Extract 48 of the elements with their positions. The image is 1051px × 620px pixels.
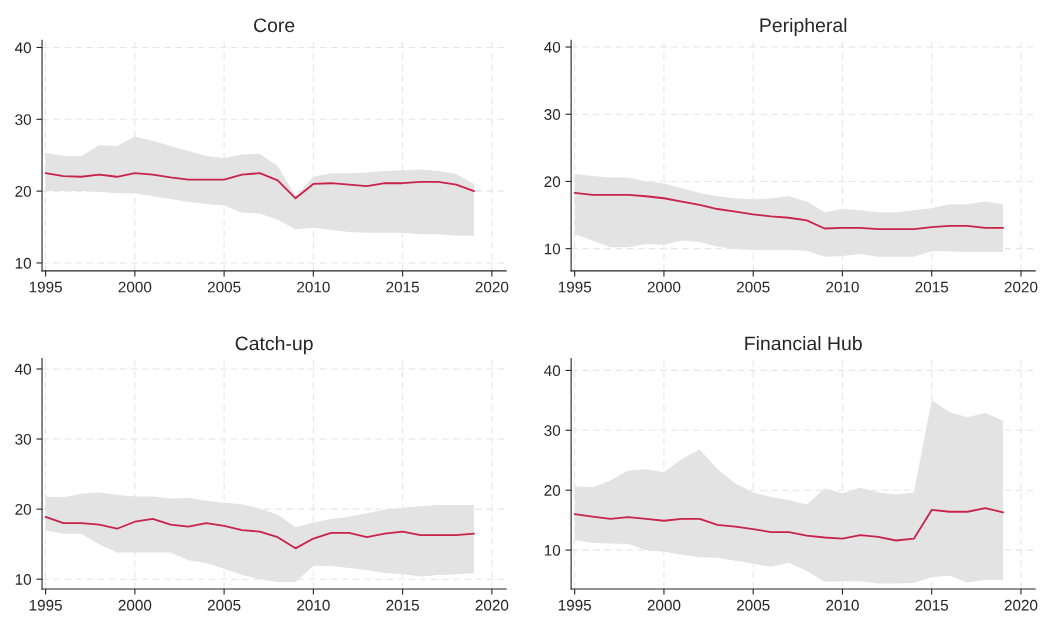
x-tick-label: 2020 <box>475 281 509 293</box>
x-tick-label: 2010 <box>826 281 859 293</box>
line-series <box>44 515 475 550</box>
x-tick-label: 2015 <box>915 599 949 611</box>
x-tick-label: 2005 <box>736 281 770 293</box>
chart-title: Peripheral <box>760 17 847 36</box>
x-tick-label: 2020 <box>1004 281 1038 293</box>
y-tick-label: 10 <box>15 257 32 269</box>
x-tick-label: 2020 <box>475 599 509 611</box>
y-tick-label: 40 <box>14 363 32 375</box>
y-tick-label: 20 <box>15 503 32 515</box>
x-tick-label: 1995 <box>558 281 592 293</box>
y-tick-label: 40 <box>544 41 561 53</box>
y-tick-label: 10 <box>544 243 561 255</box>
y-tick-label: 20 <box>15 185 32 197</box>
y-tick-label: 30 <box>15 114 32 125</box>
x-tick-label: 2010 <box>297 599 330 611</box>
chart-title: Core <box>254 18 295 33</box>
y-tick-label: 30 <box>15 433 32 445</box>
y-tick-label: 40 <box>544 365 561 377</box>
x-tick-label: 2015 <box>386 599 419 611</box>
x-tick-label: 1995 <box>29 599 62 611</box>
x-tick-label: 2000 <box>118 599 152 611</box>
y-tick-label: 30 <box>544 425 561 436</box>
x-tick-label: 2005 <box>207 599 241 611</box>
chart-title: Catch-up <box>235 336 313 355</box>
x-tick-label: 1995 <box>558 599 592 611</box>
x-tick-label: 2000 <box>647 599 681 611</box>
line-series <box>44 172 475 200</box>
x-tick-label: 2000 <box>118 281 152 293</box>
y-tick-label: 40 <box>14 42 32 54</box>
x-tick-label: 2005 <box>207 281 241 293</box>
x-tick-label: 2005 <box>736 599 770 611</box>
y-tick-label: 20 <box>544 176 561 188</box>
x-tick-label: 2015 <box>386 281 419 293</box>
chart-title: Financial Hub <box>745 336 862 351</box>
y-tick-label: 10 <box>544 544 561 556</box>
y-tick-label: 10 <box>15 574 32 585</box>
y-tick-label: 20 <box>544 485 561 496</box>
line-series <box>573 507 1005 542</box>
x-tick-label: 2010 <box>297 281 330 293</box>
y-tick-label: 30 <box>544 109 561 120</box>
line-series <box>573 191 1005 231</box>
x-tick-label: 2010 <box>826 599 859 611</box>
x-tick-label: 2015 <box>915 281 949 293</box>
x-tick-label: 2000 <box>647 281 681 293</box>
x-tick-label: 1995 <box>29 281 62 293</box>
x-tick-label: 2020 <box>1004 599 1038 611</box>
